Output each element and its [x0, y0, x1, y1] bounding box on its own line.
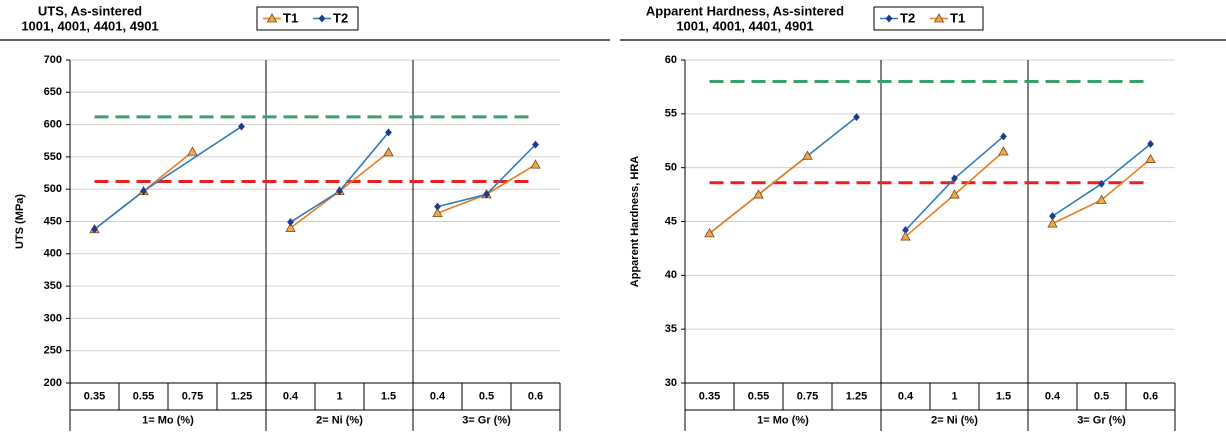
series-line [290, 131, 390, 223]
group-label: 2= Ni (%) [931, 414, 978, 426]
legend-box [256, 6, 359, 31]
marker [187, 146, 198, 156]
y-tick-label: 50 [665, 162, 677, 174]
marker [336, 187, 343, 196]
group-label: 2= Ni (%) [316, 414, 363, 426]
x-tick-label: 1.25 [231, 390, 252, 402]
chart-title: UTS, As-sintered [38, 3, 142, 18]
marker [434, 202, 441, 211]
marker [1145, 153, 1156, 163]
marker [1147, 140, 1154, 148]
x-tick-label: 0.75 [182, 390, 203, 402]
y-tick-label: 700 [44, 54, 62, 66]
group-label: 3= Gr (%) [462, 414, 511, 426]
y-axis-label: UTS (MPa) [14, 194, 26, 249]
y-tick-label: 30 [665, 377, 677, 389]
legend-marker [933, 13, 945, 23]
marker [998, 146, 1009, 156]
x-tick-label: 0.6 [1143, 390, 1158, 402]
marker [951, 174, 958, 183]
marker [900, 231, 911, 241]
x-tick-label: 1.25 [846, 390, 867, 402]
y-tick-label: 650 [44, 86, 62, 98]
group-label: 3= Gr (%) [1077, 414, 1126, 426]
marker [704, 228, 715, 238]
x-tick-label: 0.35 [699, 390, 720, 402]
marker [949, 189, 960, 199]
x-tick-label: 0.55 [748, 390, 769, 402]
legend-label: T1 [283, 10, 298, 25]
marker [285, 222, 296, 232]
y-tick-label: 200 [44, 377, 62, 389]
y-tick-label: 35 [665, 323, 677, 335]
y-axis-label: Apparent Hardness, HRA [629, 156, 641, 287]
x-tick-label: 0.4 [283, 390, 299, 402]
x-tick-label: 1 [951, 390, 957, 402]
marker [802, 150, 813, 160]
marker [91, 225, 98, 234]
y-tick-label: 250 [44, 345, 62, 357]
marker [853, 113, 860, 122]
x-tick-label: 1.5 [381, 390, 396, 402]
x-tick-label: 0.5 [479, 390, 494, 402]
marker [530, 159, 541, 169]
y-tick-label: 40 [665, 269, 677, 281]
legend-label: T2 [333, 10, 348, 25]
marker [238, 122, 245, 131]
series-line [1052, 158, 1152, 225]
marker [483, 190, 490, 199]
marker [385, 128, 392, 137]
y-tick-label: 300 [44, 312, 62, 324]
marker [383, 147, 394, 157]
marker [1098, 179, 1105, 188]
y-tick-label: 500 [44, 183, 62, 195]
x-tick-label: 0.4 [1045, 390, 1061, 402]
x-tick-label: 0.55 [133, 390, 154, 402]
marker [1047, 218, 1058, 228]
x-tick-label: 1 [336, 390, 342, 402]
y-tick-label: 60 [665, 54, 677, 66]
x-tick-label: 0.35 [84, 390, 105, 402]
y-tick-label: 45 [665, 215, 677, 227]
x-tick-label: 0.4 [898, 390, 914, 402]
x-tick-label: 0.5 [1094, 390, 1109, 402]
y-tick-label: 400 [44, 248, 62, 260]
marker [753, 189, 764, 199]
x-tick-label: 0.4 [430, 390, 446, 402]
x-tick-label: 0.75 [797, 390, 818, 402]
y-tick-label: 450 [44, 215, 62, 227]
chart-subtitle: 1001, 4001, 4401, 4901 [21, 18, 158, 33]
marker [1096, 194, 1107, 204]
x-tick-label: 1.5 [996, 390, 1011, 402]
group-label: 1= Mo (%) [757, 414, 809, 426]
marker [1000, 132, 1007, 141]
x-tick-label: 0.6 [528, 390, 543, 402]
y-tick-label: 550 [44, 151, 62, 163]
chart-title: Apparent Hardness, As-sintered [646, 3, 844, 18]
y-tick-label: 600 [44, 119, 62, 131]
marker [287, 218, 294, 227]
legend-marker [885, 14, 893, 23]
series-line [94, 125, 242, 230]
legend-label: T1 [950, 10, 965, 25]
legend-marker [318, 14, 326, 23]
y-tick-label: 350 [44, 280, 62, 292]
marker [432, 207, 443, 218]
y-tick-label: 55 [665, 108, 677, 120]
legend-label: T2 [900, 10, 915, 25]
legend-box [873, 6, 984, 31]
group-label: 1= Mo (%) [142, 414, 194, 426]
marker [140, 187, 147, 196]
legend-marker [266, 13, 278, 23]
marker [532, 140, 539, 149]
chart-subtitle: 1001, 4001, 4401, 4901 [676, 18, 813, 33]
